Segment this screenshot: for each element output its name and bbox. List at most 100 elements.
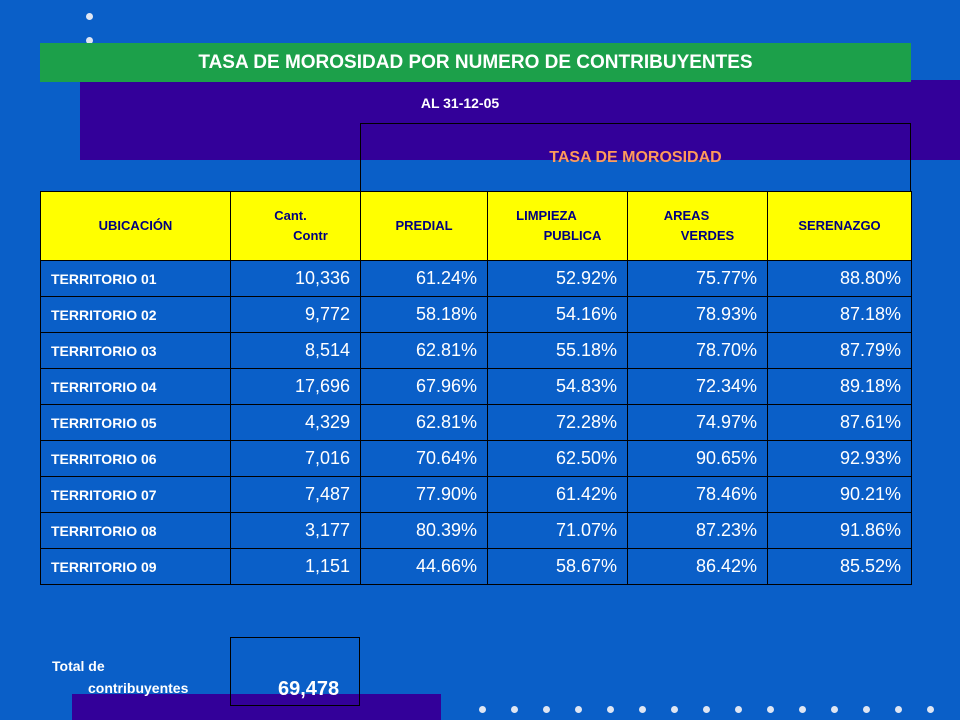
serenazgo-cell: 87.18% (767, 296, 912, 333)
cant-cell: 7,016 (230, 440, 361, 477)
serenazgo-cell: 87.79% (767, 332, 912, 369)
cant-cell: 3,177 (230, 512, 361, 549)
total-label-line1: Total de (52, 658, 105, 674)
limpieza-cell: 62.50% (487, 440, 628, 477)
date-label: AL 31-12-05 (420, 95, 500, 111)
page-title: TASA DE MOROSIDAD POR NUMERO DE CONTRIBU… (40, 43, 911, 82)
total-label: Total de contribuyentes (52, 655, 188, 699)
table-row: TERRITORIO 02 9,772 58.18% 54.16% 78.93% 87.1… (40, 296, 912, 333)
territorio-cell: TERRITORIO 05 (40, 404, 231, 441)
serenazgo-cell: 91.86% (767, 512, 912, 549)
predial-cell: 80.39% (360, 512, 488, 549)
header-cant-contr: Cant. Contr (230, 191, 361, 261)
territorio-cell: TERRITORIO 08 (40, 512, 231, 549)
header-limpieza-label: LIMPIEZA (516, 208, 577, 223)
cant-cell: 10,336 (230, 260, 361, 297)
cant-cell: 9,772 (230, 296, 361, 333)
predial-cell: 67.96% (360, 368, 488, 405)
cant-cell: 17,696 (230, 368, 361, 405)
total-box (230, 637, 360, 706)
table-row: TERRITORIO 01 10,336 61.24% 52.92% 75.77% 88.… (40, 260, 912, 297)
table-row: TERRITORIO 06 7,016 70.64% 62.50% 90.65% 92.9… (40, 440, 912, 477)
cant-cell: 1,151 (230, 548, 361, 585)
tasa-header-label: TASA DE MOROSIDAD (549, 148, 722, 166)
serenazgo-cell: 88.80% (767, 260, 912, 297)
decorative-dot (863, 706, 870, 713)
decorative-dot (671, 706, 678, 713)
areas-cell: 78.46% (627, 476, 768, 513)
territorio-cell: TERRITORIO 03 (40, 332, 231, 369)
header-ubicacion: UBICACIÓN (40, 191, 231, 261)
decorative-dot (543, 706, 550, 713)
decorative-dot (799, 706, 806, 713)
decorative-dot (511, 706, 518, 713)
decorative-dot (735, 706, 742, 713)
predial-cell: 58.18% (360, 296, 488, 333)
header-predial-label: PREDIAL (395, 218, 453, 233)
areas-cell: 87.23% (627, 512, 768, 549)
serenazgo-cell: 87.61% (767, 404, 912, 441)
limpieza-cell: 55.18% (487, 332, 628, 369)
areas-cell: 75.77% (627, 260, 768, 297)
morosidad-table: UBICACIÓN Cant. Contr PREDIAL LIMPIEZA PUB… (40, 191, 912, 585)
areas-cell: 72.34% (627, 368, 768, 405)
header-contr-label: Contr (293, 228, 328, 243)
limpieza-cell: 58.67% (487, 548, 628, 585)
territorio-cell: TERRITORIO 06 (40, 440, 231, 477)
table-row: TERRITORIO 07 7,487 77.90% 61.42% 78.46% 90.2… (40, 476, 912, 513)
purple-bottom-band (72, 694, 441, 720)
purple-band (80, 80, 960, 160)
areas-cell: 74.97% (627, 404, 768, 441)
header-limpieza-publica: LIMPIEZA PUBLICA (487, 191, 628, 261)
table-row: TERRITORIO 05 4,329 62.81% 72.28% 74.97% 87.6… (40, 404, 912, 441)
territorio-cell: TERRITORIO 02 (40, 296, 231, 333)
territorio-cell: TERRITORIO 01 (40, 260, 231, 297)
areas-cell: 78.70% (627, 332, 768, 369)
limpieza-cell: 71.07% (487, 512, 628, 549)
limpieza-cell: 72.28% (487, 404, 628, 441)
decorative-dot (831, 706, 838, 713)
predial-cell: 44.66% (360, 548, 488, 585)
table-row: TERRITORIO 08 3,177 80.39% 71.07% 87.23% 91.8… (40, 512, 912, 549)
territorio-cell: TERRITORIO 04 (40, 368, 231, 405)
header-ubicacion-label: UBICACIÓN (98, 218, 173, 233)
table-row: TERRITORIO 09 1,151 44.66% 58.67% 86.42% 85.5… (40, 548, 912, 585)
header-serenazgo-label: SERENAZGO (798, 218, 881, 233)
tasa-header: TASA DE MOROSIDAD (360, 123, 911, 191)
limpieza-cell: 61.42% (487, 476, 628, 513)
limpieza-cell: 54.83% (487, 368, 628, 405)
decorative-dot (927, 706, 934, 713)
decorative-dot (86, 37, 93, 44)
decorative-dot (479, 706, 486, 713)
serenazgo-cell: 85.52% (767, 548, 912, 585)
cant-cell: 7,487 (230, 476, 361, 513)
predial-cell: 77.90% (360, 476, 488, 513)
decorative-dot (895, 706, 902, 713)
header-areas-label: AREAS (663, 208, 710, 223)
cant-cell: 8,514 (230, 332, 361, 369)
limpieza-cell: 54.16% (487, 296, 628, 333)
areas-cell: 86.42% (627, 548, 768, 585)
header-verdes-label: VERDES (680, 228, 735, 243)
total-label-line2: contribuyentes (88, 680, 189, 696)
decorative-dot (767, 706, 774, 713)
table-row: TERRITORIO 03 8,514 62.81% 55.18% 78.70% 87.7… (40, 332, 912, 369)
predial-cell: 62.81% (360, 332, 488, 369)
predial-cell: 62.81% (360, 404, 488, 441)
total-value: 69,478 (278, 678, 340, 700)
table-row: TERRITORIO 04 17,696 67.96% 54.83% 72.34% 89.… (40, 368, 912, 405)
decorative-dot (607, 706, 614, 713)
header-publica-label: PUBLICA (543, 228, 602, 243)
table-header-row: UBICACIÓN Cant. Contr PREDIAL LIMPIEZA PUB… (40, 191, 912, 261)
serenazgo-cell: 89.18% (767, 368, 912, 405)
territorio-cell: TERRITORIO 09 (40, 548, 231, 585)
decorative-dot (86, 13, 93, 20)
header-predial: PREDIAL (360, 191, 488, 261)
predial-cell: 61.24% (360, 260, 488, 297)
decorative-dot (575, 706, 582, 713)
decorative-dot (703, 706, 710, 713)
predial-cell: 70.64% (360, 440, 488, 477)
decorative-dot (639, 706, 646, 713)
header-serenazgo: SERENAZGO (767, 191, 912, 261)
header-cant-label: Cant. (274, 208, 307, 223)
